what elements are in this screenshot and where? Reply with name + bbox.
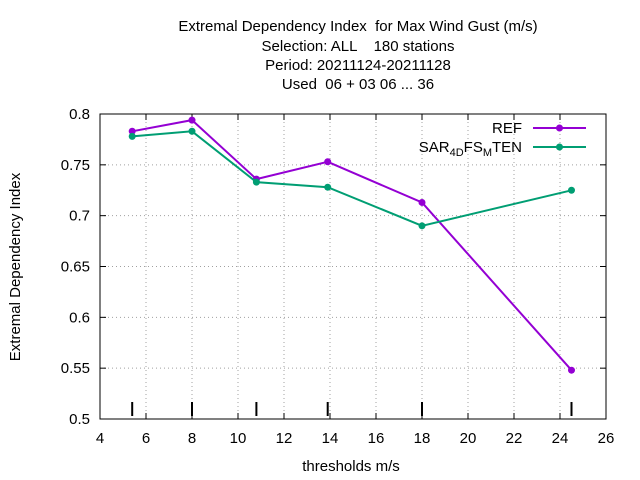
chart-title-line-2: Selection: ALL 180 stations: [261, 38, 455, 55]
y-tick-label: 0.5: [69, 411, 90, 428]
x-tick-label: 22: [506, 430, 523, 447]
x-tick-label: 12: [276, 430, 293, 447]
x-tick-label: 20: [460, 430, 477, 447]
y-axis-label: Extremal Dependency Index: [7, 172, 24, 361]
y-tick-label: 0.7: [69, 208, 90, 225]
legend: REF SAR4DFSMTEN: [419, 120, 586, 159]
series-point-0: [418, 198, 426, 206]
series-point-1: [324, 183, 332, 191]
chart-title-line-4: Used 06 + 03 06 ... 36: [281, 76, 435, 93]
x-tick-label: 26: [598, 430, 615, 447]
series-point-1: [418, 222, 426, 230]
x-tick-label: 6: [142, 430, 150, 447]
legend-point-1: [556, 143, 563, 151]
chart-title-line-3: Period: 20211124-20211128: [265, 57, 451, 74]
series-point-0: [128, 127, 136, 135]
x-tick-label: 14: [322, 430, 339, 447]
legend-label-sar: SAR4DFSMTEN: [419, 139, 522, 159]
y-tick-label: 0.6: [69, 309, 90, 326]
series-point-1: [568, 186, 575, 194]
series-line-1: [132, 130, 572, 227]
series-point-1: [252, 178, 260, 186]
chart-title-line-1: Extremal Dependency Index for Max Wind G…: [178, 18, 538, 35]
series-point-0: [568, 366, 575, 374]
series-point-1: [128, 132, 136, 140]
legend-point-0: [556, 124, 563, 132]
x-tick-label: 4: [96, 430, 104, 447]
y-tick-label: 0.8: [69, 106, 90, 123]
series-point-0: [188, 116, 196, 124]
x-tick-label: 18: [414, 430, 431, 447]
y-tick-label: 0.65: [61, 259, 90, 276]
x-tick-label: 8: [188, 430, 196, 447]
x-axis-label: thresholds m/s: [302, 458, 400, 475]
x-tick-label: 24: [552, 430, 569, 447]
series-point-0: [324, 158, 332, 166]
x-tick-label: 16: [368, 430, 385, 447]
x-tick-label: 10: [230, 430, 247, 447]
legend-label-ref: REF: [492, 120, 522, 137]
y-tick-label: 0.55: [61, 360, 90, 377]
series-point-1: [188, 127, 196, 135]
y-tick-label: 0.75: [61, 157, 90, 174]
series-line-0: [132, 119, 573, 371]
